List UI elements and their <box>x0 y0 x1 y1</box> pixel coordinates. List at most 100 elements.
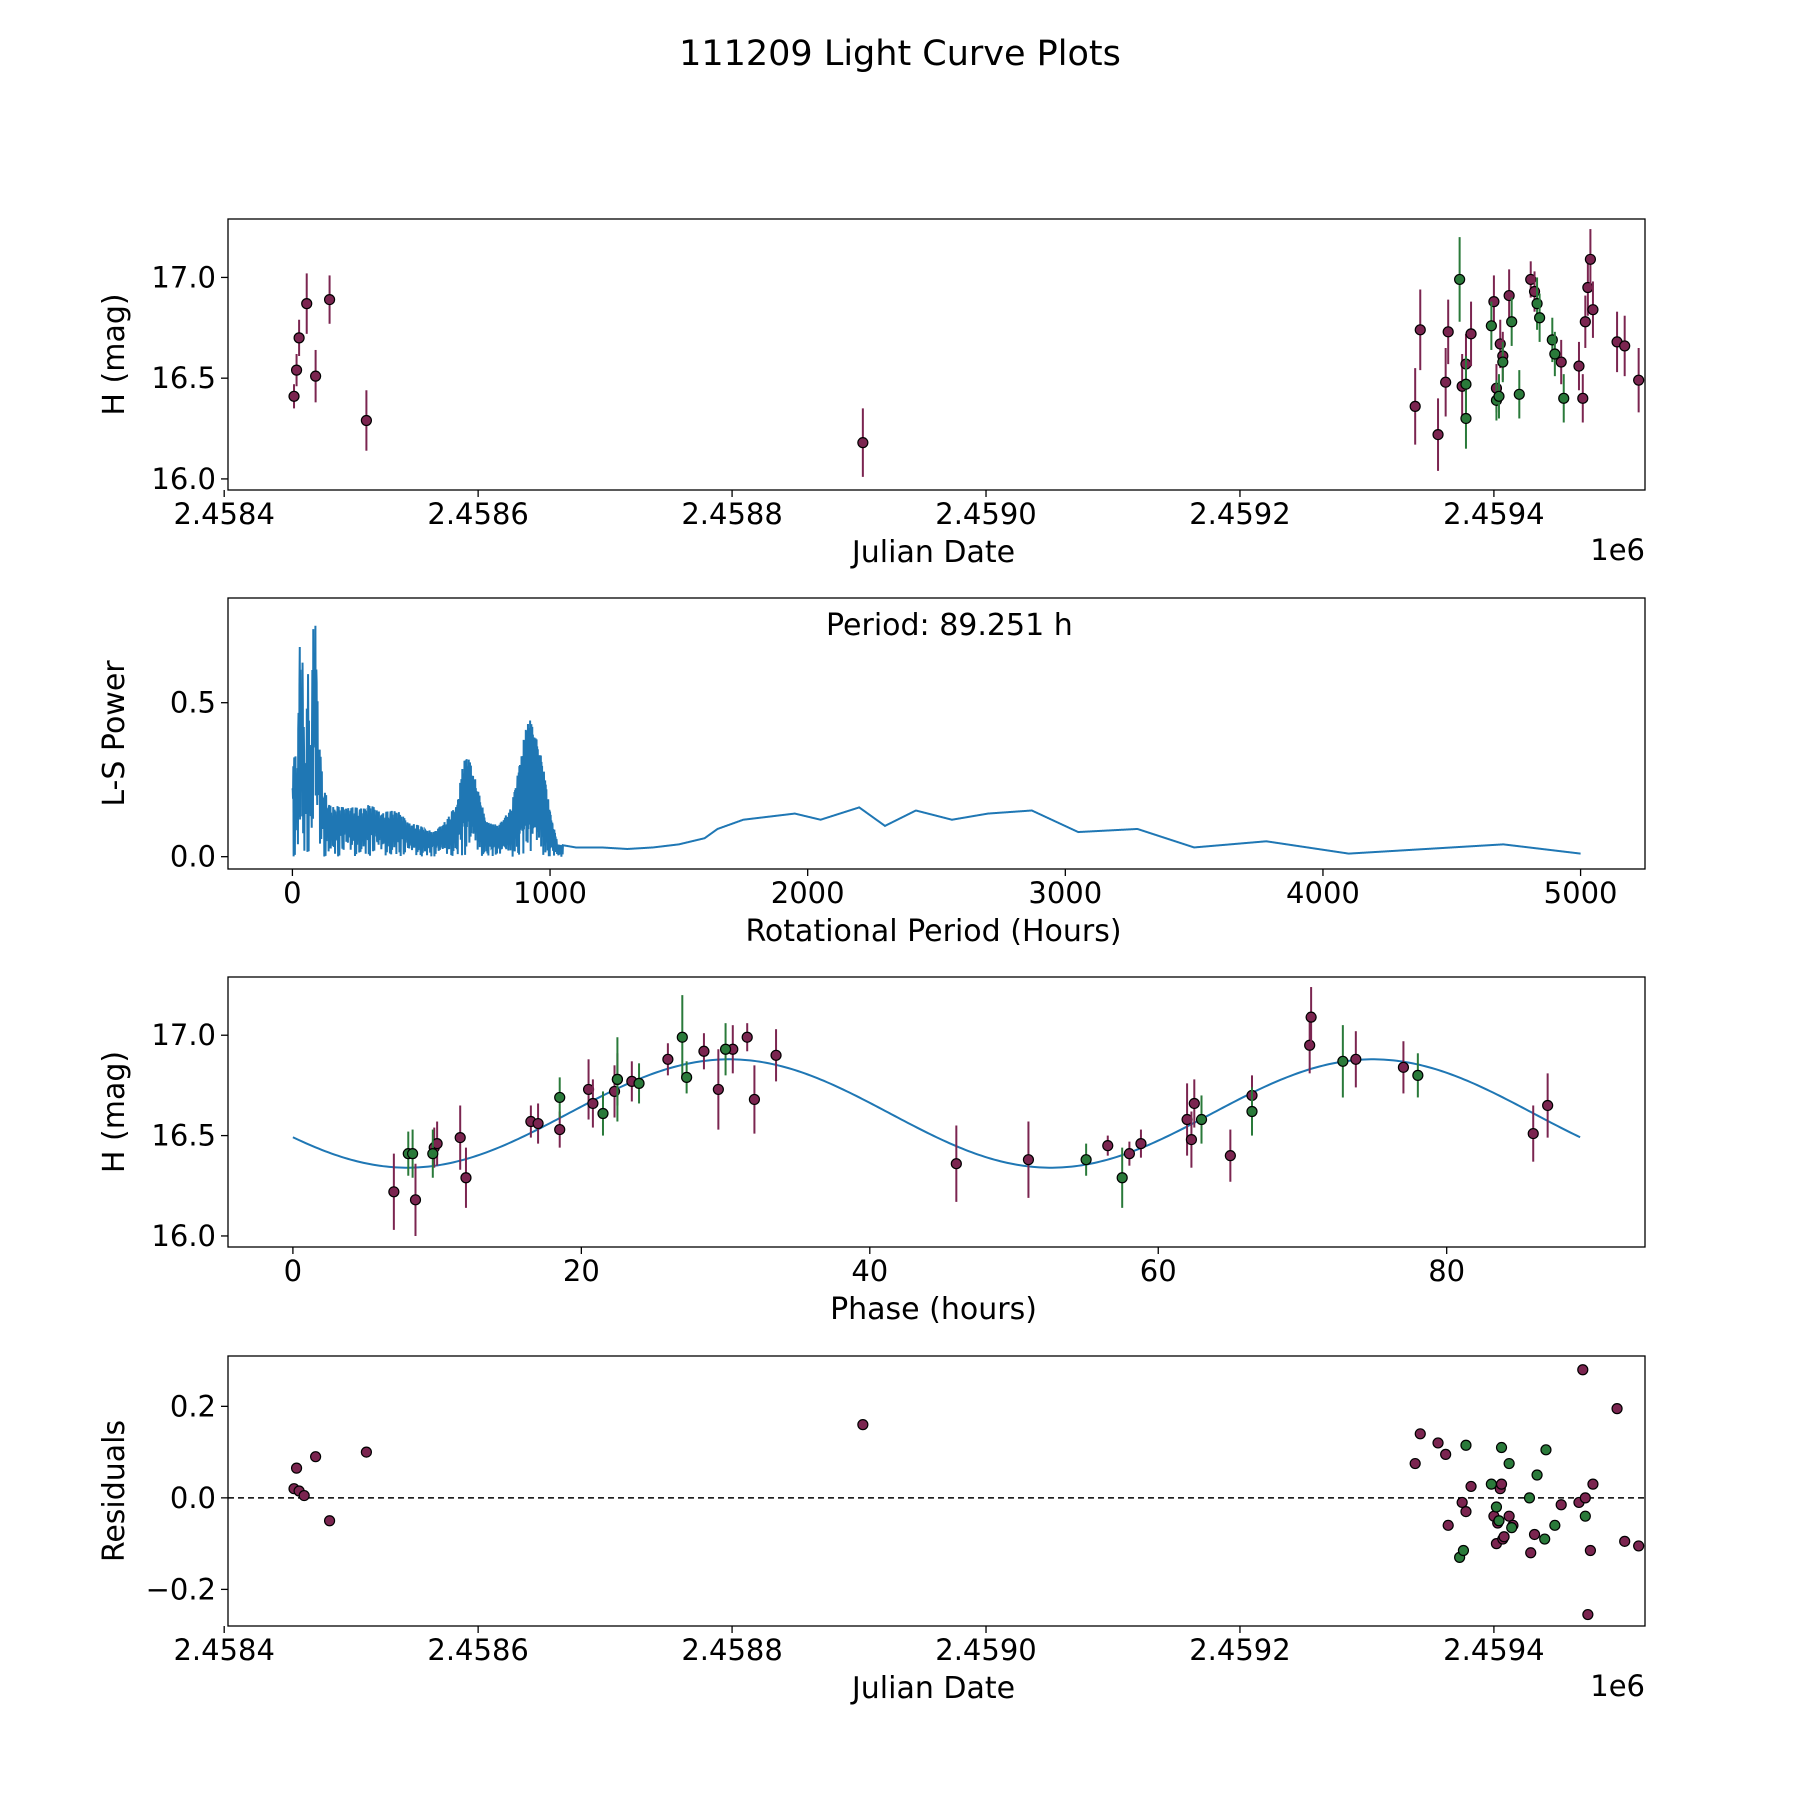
x-tick-label: 2000 <box>771 876 845 910</box>
data-point <box>597 1107 609 1120</box>
data-point <box>1350 1053 1362 1065</box>
plot-area-periodogram <box>291 625 1581 857</box>
data-point <box>1123 1148 1135 1160</box>
data-point <box>1582 1608 1594 1621</box>
data-point <box>633 1077 645 1089</box>
data-point <box>1503 1510 1515 1522</box>
y-tick-label: 16.0 <box>151 1219 216 1253</box>
data-point <box>1549 348 1561 360</box>
data-point <box>290 1462 303 1474</box>
data-point <box>1587 304 1599 316</box>
data-point <box>454 1131 466 1144</box>
data-point <box>1409 1457 1421 1470</box>
data-point <box>1525 273 1537 286</box>
y-tick-label: 0.0 <box>170 840 216 874</box>
data-point <box>1414 324 1426 336</box>
data-point <box>1022 1154 1035 1166</box>
panel-periodogram: 0 1000 2000 3000 4000 5000 0.0 0.5 Rotational Pe… <box>97 597 1646 949</box>
data-point <box>1440 1448 1452 1460</box>
data-point <box>1454 273 1466 286</box>
data-point <box>1305 1011 1317 1023</box>
data-point <box>698 1045 710 1057</box>
fit-curve <box>292 1058 1581 1169</box>
axes-frame <box>227 1355 1646 1627</box>
data-point <box>1337 1055 1349 1067</box>
x-tick-label: 20 <box>563 1254 600 1288</box>
panel-residuals: 2.4584 2.4586 2.4588 2.4590 2.4592 2.4594 0.2 0… <box>97 1355 1646 1706</box>
x-tick-label: 2.4588 <box>681 497 782 531</box>
data-point <box>1539 1533 1551 1545</box>
data-point <box>1460 1505 1472 1518</box>
plot-area-phase-folded <box>292 987 1581 1236</box>
data-point <box>1549 1519 1561 1531</box>
y-tick-label: 16.5 <box>151 1119 216 1153</box>
data-point <box>1412 1069 1424 1081</box>
data-point <box>554 1123 566 1136</box>
data-point <box>1579 1510 1591 1522</box>
y-tick-label: 0.0 <box>170 1481 216 1515</box>
data-point <box>748 1093 761 1106</box>
data-point <box>1490 1501 1503 1513</box>
data-point <box>1577 1364 1589 1376</box>
data-point <box>741 1031 753 1043</box>
data-point <box>857 437 869 449</box>
data-point <box>301 298 313 310</box>
data-point <box>1460 1439 1472 1451</box>
data-point <box>360 1446 372 1458</box>
data-point <box>1188 1097 1200 1110</box>
plot-area-residuals <box>228 1364 1645 1621</box>
data-point <box>1224 1150 1236 1162</box>
x-tick-label: 2.4586 <box>427 497 528 531</box>
data-point <box>532 1117 544 1130</box>
data-point <box>1525 1547 1537 1559</box>
axes-frame <box>227 597 1646 870</box>
series-green <box>1454 237 1570 449</box>
data-point <box>1246 1105 1258 1118</box>
data-point <box>1185 1134 1198 1146</box>
y-tick-label: 17.0 <box>151 1018 216 1052</box>
x-tick-label: 60 <box>1140 1254 1177 1288</box>
data-point <box>1432 1437 1444 1449</box>
y-tick-label: 16.0 <box>151 462 216 496</box>
axes-frame <box>227 218 1646 491</box>
data-point <box>1584 1544 1597 1557</box>
y-tick-label: 0.5 <box>170 686 216 720</box>
data-point <box>1440 376 1452 388</box>
data-point <box>293 332 305 344</box>
data-point <box>323 293 336 306</box>
data-point <box>1497 356 1509 368</box>
y-tick-label: 17.0 <box>151 260 216 294</box>
data-point <box>857 1419 869 1431</box>
plot-area-light-curve <box>288 229 1674 477</box>
data-point <box>1579 1492 1591 1504</box>
data-point <box>1460 412 1472 425</box>
data-point <box>1409 400 1421 412</box>
x-tick-label: 2.4586 <box>427 1633 528 1667</box>
x-tick-label: 5000 <box>1544 876 1618 910</box>
data-point <box>323 1515 336 1527</box>
data-point <box>1619 340 1631 352</box>
data-point <box>554 1091 566 1104</box>
x-tick-label: 0 <box>284 1254 302 1288</box>
y-axis-label: L-S Power <box>97 660 132 807</box>
data-point <box>1102 1140 1114 1152</box>
x-tick-label: 40 <box>851 1254 888 1288</box>
x-tick-label: 2.4592 <box>1189 497 1290 531</box>
data-point <box>1579 316 1591 328</box>
data-point <box>712 1083 724 1096</box>
data-point <box>1611 1403 1623 1415</box>
data-point <box>1558 392 1570 404</box>
x-tick-label: 2.4594 <box>1443 1633 1544 1667</box>
data-point <box>1542 1099 1554 1112</box>
data-point <box>587 1097 599 1110</box>
data-point <box>1195 1113 1208 1126</box>
data-point <box>1528 1528 1541 1541</box>
data-point <box>1664 397 1674 407</box>
data-point <box>1498 1531 1510 1543</box>
x-tick-label: 2.4592 <box>1189 1633 1290 1667</box>
data-point <box>310 1451 322 1463</box>
x-tick-label: 2.4594 <box>1443 497 1544 531</box>
data-point <box>1555 356 1567 368</box>
data-point <box>360 414 372 427</box>
